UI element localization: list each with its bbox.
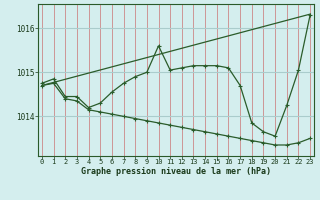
X-axis label: Graphe pression niveau de la mer (hPa): Graphe pression niveau de la mer (hPa) (81, 167, 271, 176)
